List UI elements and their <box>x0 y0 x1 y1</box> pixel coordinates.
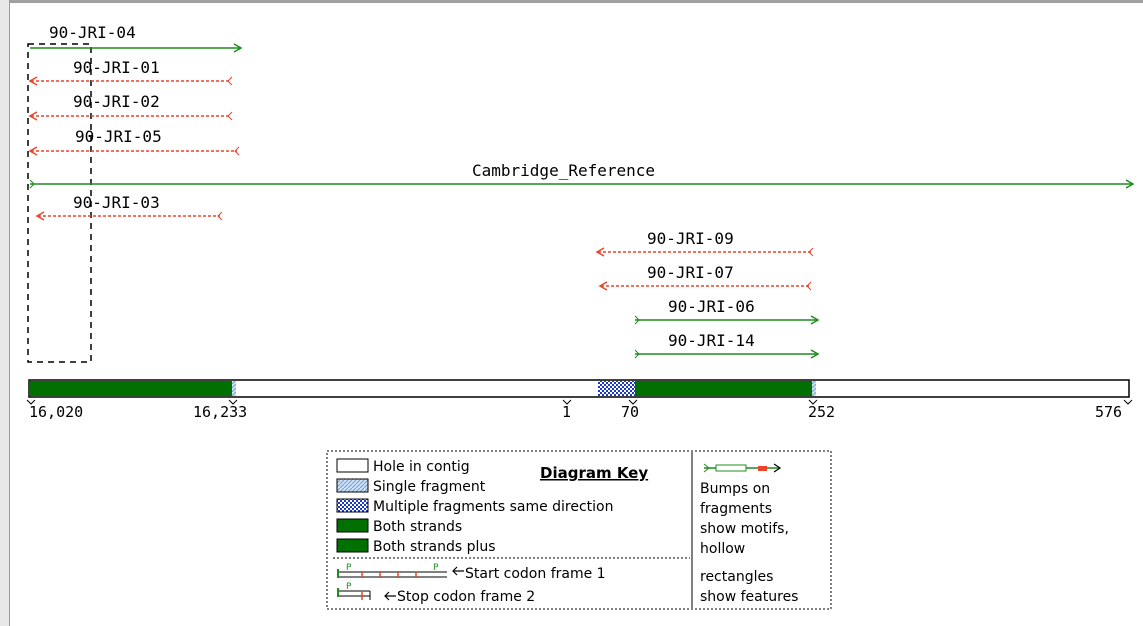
axis: 16,020 16,233 1 70 252 576 <box>26 399 1133 421</box>
fragment-arrow-09 <box>595 247 605 257</box>
contig-segment-both-strands-1 <box>30 381 235 396</box>
fragment-arrow-03 <box>35 211 45 221</box>
tick-label-70: 70 <box>621 403 639 421</box>
fragment-arrow-07 <box>598 281 608 291</box>
fragment-label-02: 90-JRI-02 <box>73 92 160 111</box>
fragment-09[interactable]: 90-JRI-09 <box>595 229 814 257</box>
fragment-arrow-02 <box>28 111 38 121</box>
tick-label-16020: 16,020 <box>29 403 83 421</box>
fragment-tail-05 <box>234 146 240 156</box>
window-border-left <box>0 0 10 626</box>
fragment-tail-02 <box>227 111 233 121</box>
svg-text:P: P <box>346 582 352 592</box>
tick-mark-1 <box>562 399 572 405</box>
contig-segment-edge-1 <box>232 381 236 396</box>
key-motif-line-5: rectangles <box>700 569 773 585</box>
key-label-multiple: Multiple fragments same direction <box>373 499 614 515</box>
fragment-arrow-01 <box>28 76 38 86</box>
tick-mark-252 <box>808 399 818 405</box>
key-motif-line-4: hollow <box>700 541 745 557</box>
fragment-tail-09 <box>808 247 814 257</box>
fragment-label-07: 90-JRI-07 <box>647 263 734 282</box>
key-label-start-codon: Start codon frame 1 <box>465 566 606 582</box>
fragment-tail-01 <box>227 76 233 86</box>
fragment-label-14: 90-JRI-14 <box>668 331 755 350</box>
key-swatch-both-strands-plus <box>336 538 369 553</box>
contig-segment-multiple <box>598 381 635 396</box>
key-label-stop-codon: Stop codon frame 2 <box>397 589 535 605</box>
fragment-05[interactable]: 90-JRI-05 <box>28 127 240 156</box>
fragment-arrow-04 <box>233 43 243 53</box>
fragment-label-cambridge-reference: Cambridge_Reference <box>472 161 655 180</box>
key-border <box>326 450 832 610</box>
fragment-arrow-05 <box>28 146 38 156</box>
window-border-top <box>0 0 1143 3</box>
key-label-both-strands-plus: Both strands plus <box>373 539 496 555</box>
fragment-label-03: 90-JRI-03 <box>73 193 160 212</box>
contig-segment-both-strands-2 <box>635 381 813 396</box>
key-motif-line-1: Bumps on <box>700 481 770 497</box>
fragment-cambridge-reference[interactable]: Cambridge_Reference <box>29 161 1135 189</box>
tick-label-16233: 16,233 <box>193 403 247 421</box>
key-swatch-single <box>336 478 369 493</box>
key-motif-line-6: show features <box>700 589 798 605</box>
fragment-04[interactable]: 90-JRI-04 <box>30 23 243 53</box>
window-border-left-line <box>9 0 10 626</box>
fragment-tail-07 <box>806 281 812 291</box>
fragment-label-01: 90-JRI-01 <box>73 58 160 77</box>
tick-mark-576 <box>1123 399 1133 405</box>
key-swatch-hole <box>336 458 369 473</box>
key-title: Diagram Key <box>540 464 648 482</box>
fragment-tail-06 <box>634 315 640 325</box>
tick-mark-16020 <box>26 399 36 405</box>
fragment-tail-03 <box>217 211 223 221</box>
fragment-label-06: 90-JRI-06 <box>668 297 755 316</box>
diagram-key: Diagram Key Hole in contig Single fragme… <box>326 450 832 610</box>
fragment-arrow-cambridge-reference <box>1125 179 1135 189</box>
fragment-label-05: 90-JRI-05 <box>75 127 162 146</box>
key-motif-glyph <box>703 463 782 473</box>
fragment-tail-14 <box>634 349 640 359</box>
fragment-01[interactable]: 90-JRI-01 <box>28 58 233 86</box>
svg-text:P: P <box>346 563 352 573</box>
fragment-06[interactable]: 90-JRI-06 <box>634 297 820 325</box>
fragment-07[interactable]: 90-JRI-07 <box>598 263 812 291</box>
contig-segment-edge-2 <box>812 381 816 396</box>
contig-bar-outline <box>28 379 1130 398</box>
key-stop-codon-glyph: P <box>337 582 396 601</box>
tick-mark-16233 <box>228 399 238 405</box>
key-motif-line-2: fragments <box>700 501 772 517</box>
svg-text:P: P <box>433 563 439 573</box>
fragment-label-04: 90-JRI-04 <box>49 23 136 42</box>
fragment-arrow-14 <box>810 349 820 359</box>
tick-label-576: 576 <box>1095 403 1122 421</box>
fragment-tail-cambridge-reference <box>29 179 35 189</box>
fragment-02[interactable]: 90-JRI-02 <box>28 92 233 121</box>
key-motif-line-3: show motifs, <box>700 521 789 537</box>
fragment-14[interactable]: 90-JRI-14 <box>634 331 820 359</box>
selection-box[interactable] <box>27 43 92 363</box>
tick-mark-70 <box>628 399 638 405</box>
key-label-hole: Hole in contig <box>373 459 470 475</box>
key-swatch-multiple <box>336 498 369 513</box>
fragment-label-09: 90-JRI-09 <box>647 229 734 248</box>
contig-bar[interactable] <box>28 379 1130 398</box>
tick-label-252: 252 <box>808 403 835 421</box>
tick-label-1: 1 <box>562 403 571 421</box>
fragment-03[interactable]: 90-JRI-03 <box>35 193 223 221</box>
key-label-both-strands: Both strands <box>373 519 462 535</box>
key-swatch-both-strands <box>336 518 369 533</box>
fragment-arrow-06 <box>810 315 820 325</box>
key-label-single: Single fragment <box>373 479 486 495</box>
key-start-codon-glyph: P P <box>337 563 464 578</box>
